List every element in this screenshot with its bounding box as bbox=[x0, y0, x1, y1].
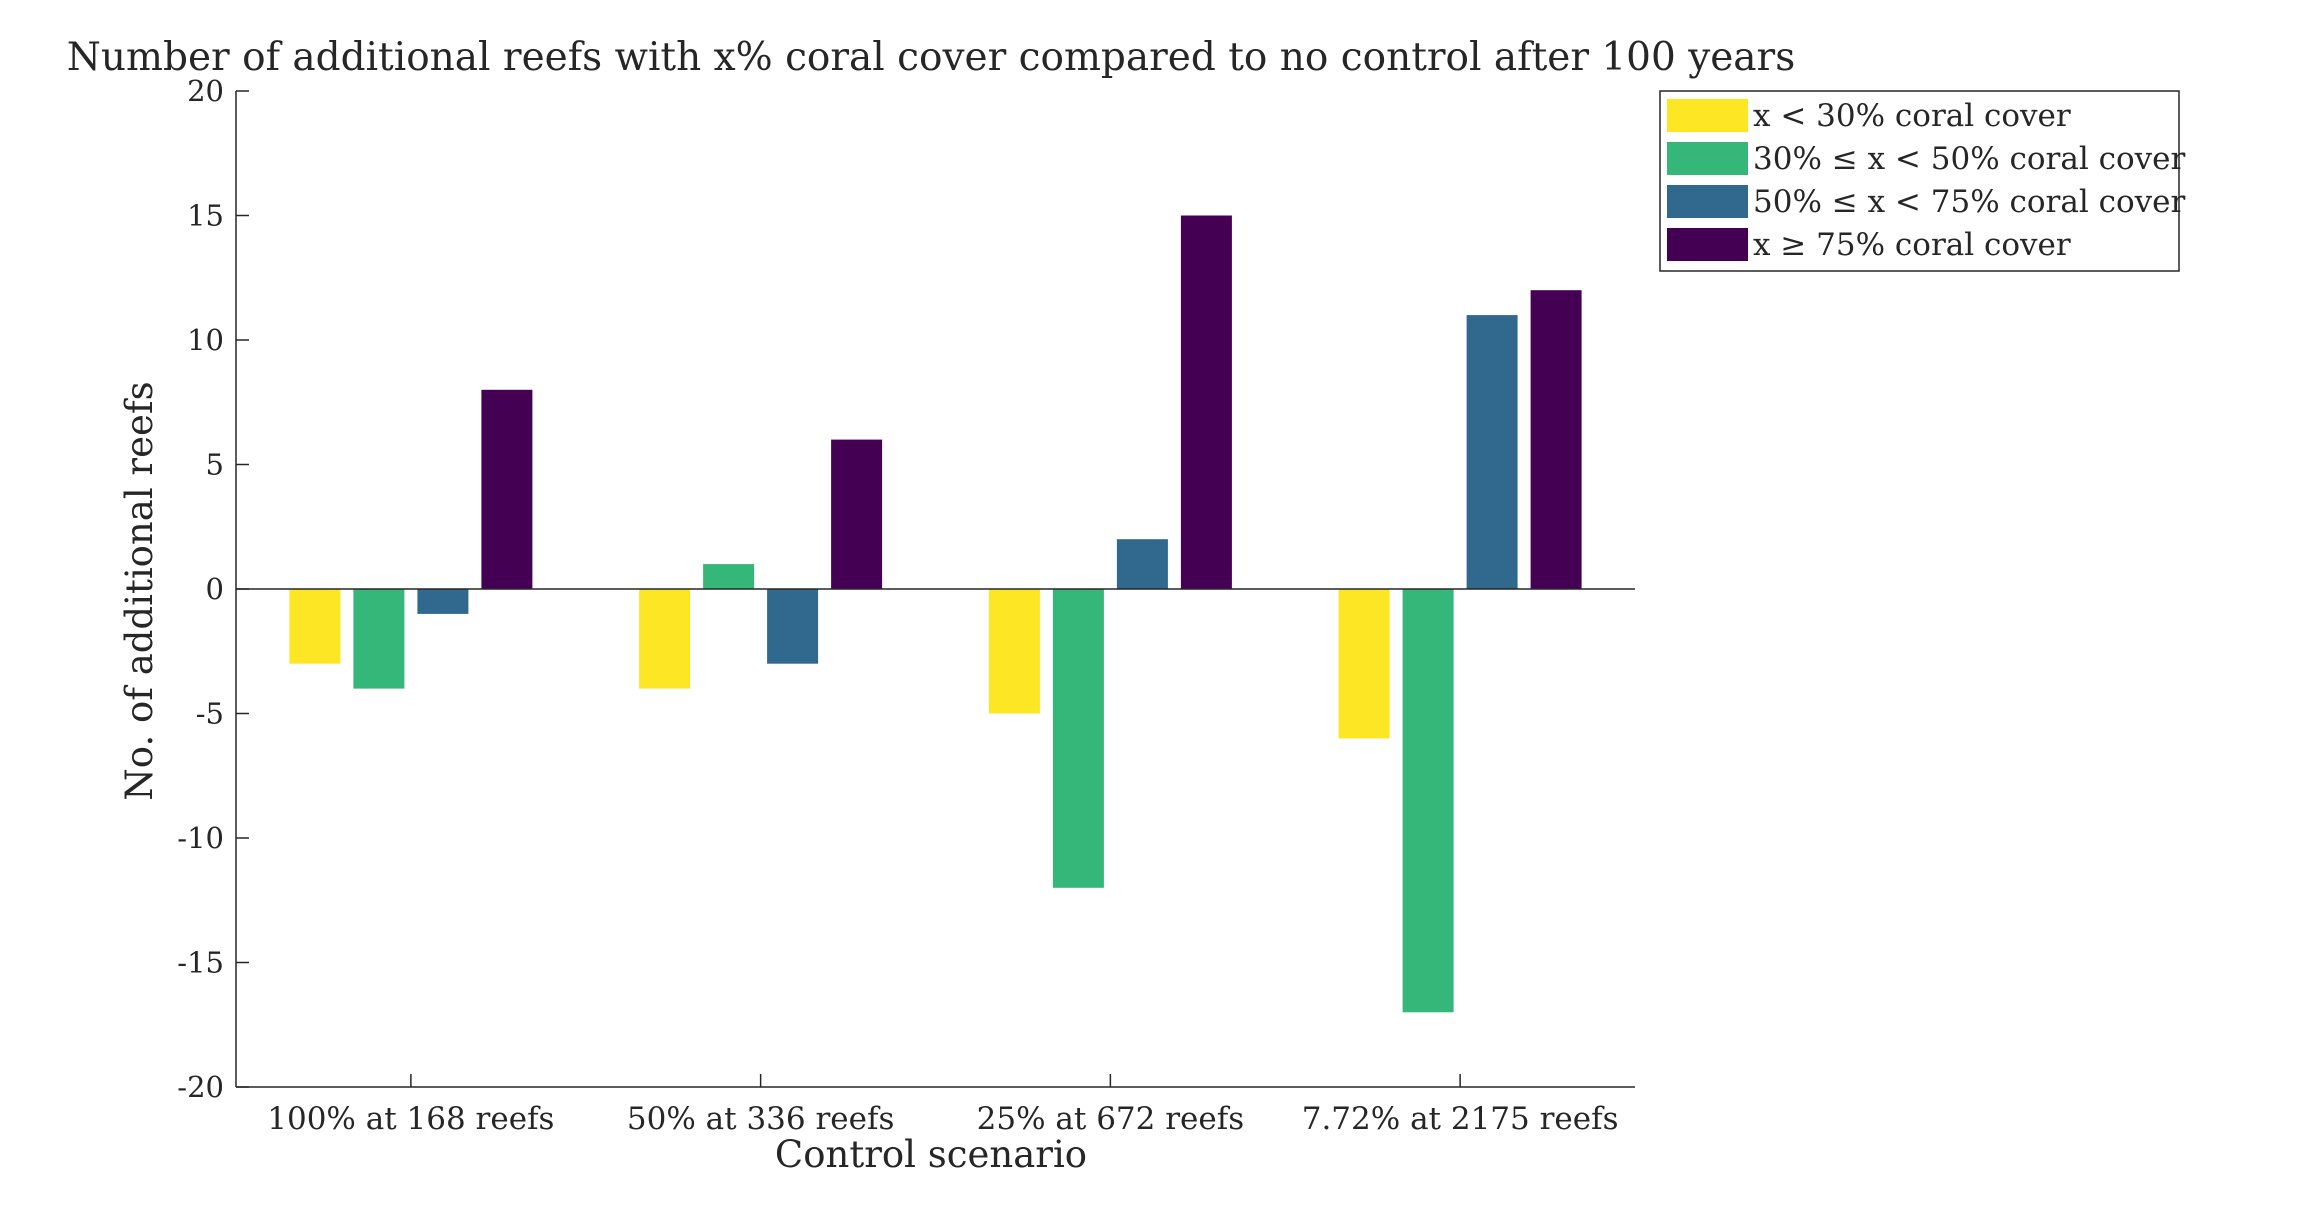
y-tick-label: 5 bbox=[206, 448, 224, 482]
legend-swatch-1 bbox=[1667, 99, 1748, 132]
legend[interactable]: x < 30% coral cover 30% ≤ x < 50% coral c… bbox=[1659, 90, 2185, 272]
y-tick-label: -15 bbox=[177, 946, 224, 980]
bar-series-3-category-1[interactable] bbox=[417, 589, 469, 614]
bar-series-1-category-1[interactable] bbox=[289, 589, 341, 664]
y-tick-label: -5 bbox=[196, 697, 224, 731]
bar-series-3-category-4[interactable] bbox=[1466, 315, 1518, 589]
legend-label-4: x ≥ 75% coral cover bbox=[1753, 227, 2071, 263]
bar-series-1-category-4[interactable] bbox=[1338, 589, 1390, 739]
x-tick-label: 50% at 336 reefs bbox=[627, 1101, 894, 1137]
bar-series-2-category-1[interactable] bbox=[353, 589, 405, 689]
bar-series-4-category-4[interactable] bbox=[1530, 290, 1582, 589]
bar-series-1-category-2[interactable] bbox=[639, 589, 691, 689]
legend-label-3: 50% ≤ x < 75% coral cover bbox=[1753, 184, 2185, 220]
bar-series-3-category-2[interactable] bbox=[767, 589, 819, 664]
plot-area: -20 -15 -10 -5 0 5 10 15 20 100% at 168 reefs 50% … bbox=[177, 74, 1635, 1137]
chart-title: Number of additional reefs with x% coral… bbox=[67, 35, 1795, 80]
bar-series-2-category-4[interactable] bbox=[1402, 589, 1454, 1013]
bar-series-3-category-3[interactable] bbox=[1116, 539, 1168, 589]
y-axis-label: No. of additional reefs bbox=[118, 381, 161, 800]
legend-swatch-4 bbox=[1667, 228, 1748, 261]
bar-series-2-category-3[interactable] bbox=[1052, 589, 1104, 888]
y-tick-label: -20 bbox=[177, 1070, 224, 1104]
y-tick-label: -10 bbox=[177, 821, 224, 855]
x-tick-label: 100% at 168 reefs bbox=[267, 1101, 554, 1137]
y-tick-label: 10 bbox=[187, 323, 224, 357]
x-tick-label: 25% at 672 reefs bbox=[977, 1101, 1244, 1137]
legend-swatch-3 bbox=[1667, 185, 1748, 218]
bar-series-2-category-2[interactable] bbox=[703, 564, 755, 589]
legend-swatch-2 bbox=[1667, 142, 1748, 175]
bar-series-4-category-1[interactable] bbox=[481, 389, 533, 589]
x-tick-label: 7.72% at 2175 reefs bbox=[1302, 1101, 1619, 1137]
y-tick-label: 20 bbox=[187, 74, 224, 108]
legend-label-2: 30% ≤ x < 50% coral cover bbox=[1753, 141, 2185, 177]
x-axis-label: Control scenario bbox=[775, 1133, 1087, 1176]
y-tick-label: 15 bbox=[187, 199, 224, 233]
bar-series-4-category-2[interactable] bbox=[831, 439, 883, 589]
bar-series-4-category-3[interactable] bbox=[1180, 215, 1232, 590]
bar-series-1-category-3[interactable] bbox=[988, 589, 1040, 714]
legend-label-1: x < 30% coral cover bbox=[1753, 98, 2071, 134]
y-tick-label: 0 bbox=[206, 572, 224, 606]
